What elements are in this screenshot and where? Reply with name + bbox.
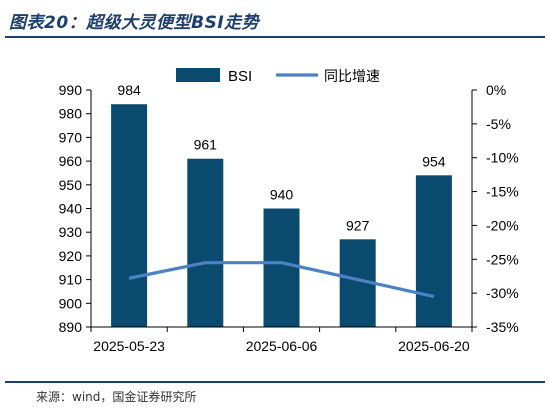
bar-value-label-2: 940 [270, 187, 294, 203]
x-tick-label-2: 2025-06-20 [398, 338, 470, 354]
x-tick-label-1: 2025-06-06 [246, 338, 318, 354]
line-series [128, 261, 435, 299]
left-tick-label-0: 990 [59, 82, 83, 98]
left-tick-label-1: 980 [59, 106, 83, 122]
left-tick-label-2: 970 [59, 129, 83, 145]
right-tick-label-3: -15% [486, 184, 519, 200]
bar-value-label-4: 954 [422, 153, 446, 169]
left-tick-label-8: 910 [59, 272, 83, 288]
chart-legend: BSI 同比增速 [176, 68, 380, 85]
left-tick-label-9: 900 [59, 295, 83, 311]
right-tick-label-4: -20% [486, 217, 519, 233]
bar-0 [111, 104, 148, 327]
chart-axes: 990 980 970 960 950 940 930 920 910 900 890 0% -5% -1… [59, 82, 519, 354]
left-tick-label-7: 920 [59, 248, 83, 264]
right-tick-label-5: -25% [486, 251, 519, 267]
bar-2 [263, 208, 300, 327]
bar-value-label-3: 927 [346, 217, 370, 233]
left-tick-label-6: 930 [59, 224, 83, 240]
bsi-chart: 984 961 940 927 954 990 980 970 960 950 940 930 920… [59, 68, 519, 354]
left-tick-label-4: 950 [59, 177, 83, 193]
left-tick-label-3: 960 [59, 153, 83, 169]
right-tick-label-7: -35% [486, 319, 519, 335]
left-tick-label-10: 890 [59, 319, 83, 335]
chart-title: 图表20：超级大灵便型BSI走势 [9, 13, 260, 33]
bar-4 [415, 175, 452, 327]
bar-value-label-0: 984 [117, 82, 141, 98]
title-underline [5, 36, 545, 38]
bar-series: 984 961 940 927 954 [111, 82, 452, 327]
x-tick-label-0: 2025-05-23 [93, 338, 165, 354]
right-tick-label-1: -5% [486, 116, 511, 132]
right-tick-label-2: -10% [486, 150, 519, 166]
source-divider [5, 381, 545, 383]
bar-value-label-1: 961 [194, 137, 218, 153]
source-note: 来源：wind，国金证券研究所 [36, 390, 197, 404]
legend-yoy-label: 同比增速 [324, 68, 380, 84]
yoy-line [128, 261, 435, 299]
left-tick-label-5: 940 [59, 201, 83, 217]
legend-bsi-swatch [176, 68, 220, 82]
right-tick-label-0: 0% [486, 82, 506, 98]
right-tick-label-6: -30% [486, 285, 519, 301]
bar-1 [187, 158, 224, 327]
legend-bsi-label: BSI [228, 68, 252, 85]
